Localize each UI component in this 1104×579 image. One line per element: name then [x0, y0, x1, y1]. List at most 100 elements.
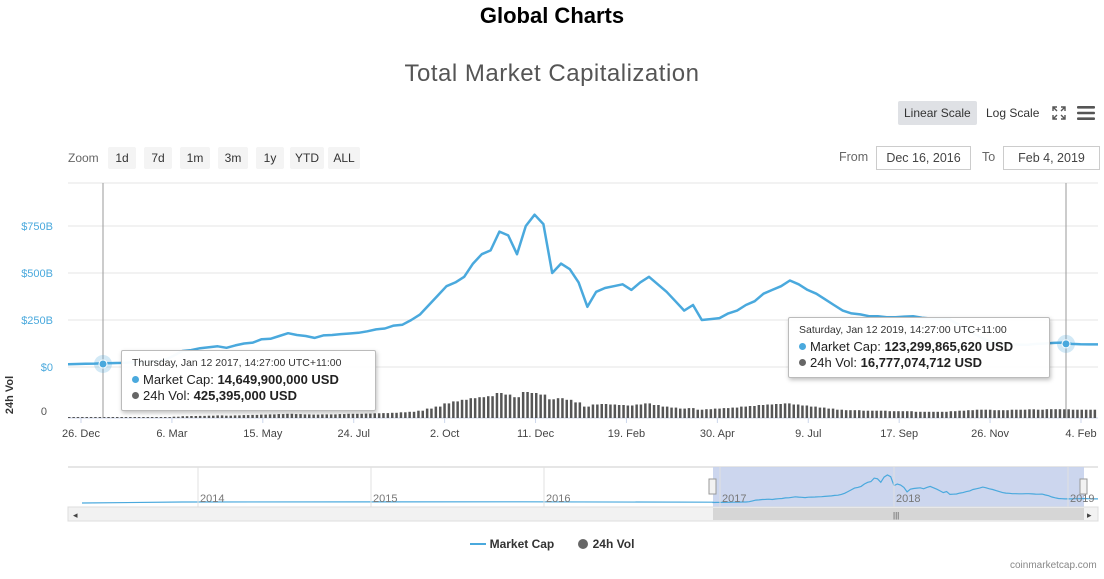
volume-bar	[391, 412, 394, 418]
volume-bar	[823, 407, 826, 418]
linear-scale-button[interactable]: Linear Scale	[898, 101, 977, 125]
navigator-year-label: 2014	[200, 493, 224, 505]
navigator-line	[81, 474, 1098, 504]
volume-bar	[722, 408, 726, 418]
volume-bar	[744, 406, 747, 418]
volume-bar	[473, 398, 477, 418]
volume-bar	[146, 417, 150, 418]
navigator-handle-left[interactable]	[708, 478, 717, 495]
volume-bar	[718, 408, 721, 418]
volume-dot-icon	[132, 392, 139, 399]
scrollbar-right-arrow[interactable]: ▸	[1087, 510, 1092, 520]
volume-bar	[369, 413, 372, 418]
zoom-ytd-button[interactable]: YTD	[290, 147, 324, 169]
volume-bar	[954, 411, 957, 418]
volume-bar	[168, 417, 171, 418]
to-date-input[interactable]: Feb 4, 2019	[1003, 146, 1100, 170]
menu-icon[interactable]	[1076, 105, 1096, 121]
volume-bar	[421, 410, 424, 418]
volume-bar	[268, 414, 272, 418]
scrollbar-thumb[interactable]	[713, 508, 1084, 520]
volume-bar	[543, 394, 547, 418]
volume-bar	[831, 408, 835, 418]
volume-bar	[1032, 409, 1035, 418]
volume-bar	[622, 405, 625, 418]
x-tick-label: 26. Nov	[971, 428, 1009, 440]
volume-bar	[587, 406, 590, 418]
zoom-3m-button[interactable]: 3m	[218, 147, 248, 169]
volume-bar	[892, 411, 896, 418]
volume-bar	[548, 399, 551, 418]
volume-bar	[853, 410, 857, 418]
from-date-input[interactable]: Dec 16, 2016	[876, 146, 971, 170]
fullscreen-icon[interactable]	[1051, 105, 1067, 121]
volume-bar	[997, 410, 1001, 418]
volume-bar	[844, 410, 848, 418]
credit-link[interactable]: coinmarketcap.com	[1010, 560, 1097, 571]
volume-bar	[617, 405, 621, 418]
volume-bar	[443, 403, 446, 418]
volume-bar	[692, 408, 695, 418]
volume-bar	[216, 415, 219, 418]
zoom-7d-button[interactable]: 7d	[144, 147, 172, 169]
volume-bar	[521, 392, 525, 418]
volume-bar	[556, 398, 560, 418]
volume-bar	[569, 399, 573, 418]
zoom-1m-button[interactable]: 1m	[180, 147, 210, 169]
volume-bar	[129, 417, 132, 418]
volume-bar	[500, 393, 503, 418]
volume-bar	[430, 408, 433, 418]
log-scale-button[interactable]: Log Scale	[986, 106, 1040, 120]
volume-bar	[766, 404, 769, 418]
volume-bar	[316, 414, 320, 418]
volume-bar	[177, 416, 180, 418]
volume-bar	[303, 414, 307, 418]
volume-bar	[967, 410, 970, 418]
legend-market-cap[interactable]: Market Cap	[469, 537, 554, 551]
volume-bar	[338, 414, 342, 418]
volume-bar	[190, 416, 193, 418]
volume-bar	[652, 405, 656, 418]
volume-bar	[1023, 409, 1027, 418]
volume-bar	[1076, 409, 1079, 418]
scrollbar-left-arrow[interactable]: ◂	[73, 510, 78, 520]
volume-bar	[740, 406, 743, 418]
navigator-selection[interactable]	[713, 467, 1084, 507]
volume-bar	[849, 410, 852, 418]
volume-bar	[761, 405, 765, 418]
x-tick-label: 9. Jul	[795, 428, 821, 440]
volume-bar	[255, 414, 259, 418]
y-axis-ticks: $0 $250B $500B $750B	[21, 221, 53, 374]
volume-bar	[923, 411, 926, 418]
volume-bar	[1015, 409, 1018, 418]
volume-bar	[535, 393, 538, 418]
volume-bar	[116, 417, 119, 418]
volume-bar	[299, 414, 302, 418]
tooltip-right: Saturday, Jan 12 2019, 14:27:00 UTC+11:0…	[788, 317, 1050, 378]
volume-bar	[596, 404, 599, 418]
volume-bar	[958, 410, 961, 418]
volume-bar	[356, 413, 359, 418]
volume-bar	[879, 410, 883, 418]
volume-bar	[683, 408, 686, 418]
volume-bar	[613, 404, 617, 418]
zoom-1y-button[interactable]: 1y	[256, 147, 284, 169]
volume-bar	[609, 404, 612, 418]
x-tick-label: 17. Sep	[880, 428, 918, 440]
legend-24h-vol[interactable]: 24h Vol	[577, 537, 634, 551]
volume-bar	[308, 414, 311, 418]
volume-bar	[696, 409, 699, 418]
volume-bar	[102, 417, 106, 418]
navigator-year-label: 2017	[722, 493, 746, 505]
volume-bar	[927, 411, 931, 418]
zoom-all-button[interactable]: ALL	[328, 147, 360, 169]
page-title: Global Charts	[479, 3, 625, 28]
volume-bar	[674, 407, 678, 418]
volume-bar	[604, 404, 608, 418]
navigator-handle-right[interactable]	[1079, 478, 1088, 495]
zoom-1d-button[interactable]: 1d	[108, 147, 136, 169]
volume-bar	[246, 415, 250, 418]
navigator[interactable]: 2014 2015 2016 2017 2018 2019 ◂ ▸ |||	[67, 466, 1099, 522]
volume-bar	[871, 410, 874, 418]
volume-bar	[233, 415, 237, 418]
